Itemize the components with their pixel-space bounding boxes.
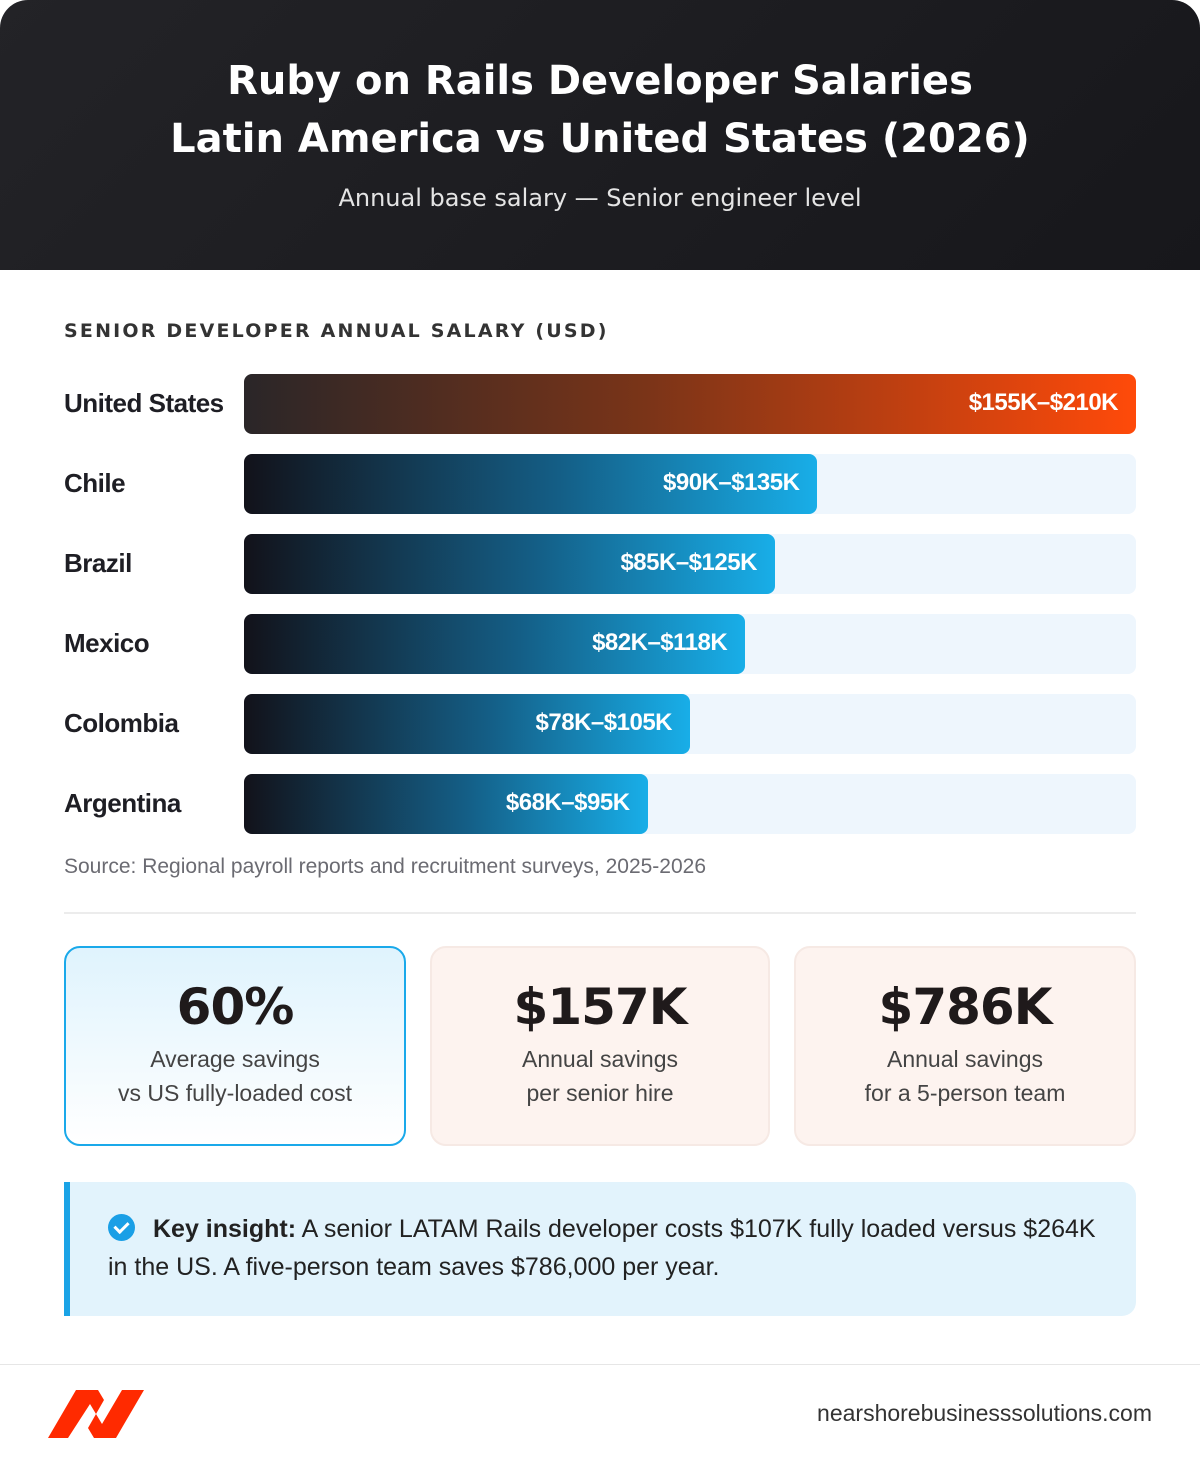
bar-track: $155K–$210K xyxy=(244,374,1136,434)
bar: $90K–$135K xyxy=(244,454,818,514)
stat-card-percent-savings: 60% Average savings vs US fully-loaded c… xyxy=(64,946,406,1146)
stat-desc: per senior hire xyxy=(526,1080,674,1106)
chart-title: SENIOR DEVELOPER ANNUAL SALARY (USD) xyxy=(64,320,609,342)
bar-row: Mexico $82K–$118K xyxy=(64,614,1136,674)
stat-value: $786K xyxy=(878,978,1053,1036)
title-line-1: Ruby on Rails Developer Salaries xyxy=(227,58,973,104)
bar-value-label: $68K–$95K xyxy=(505,789,630,816)
stat-card-team: $786K Annual savings for a 5-person team xyxy=(794,946,1136,1146)
bar-value-label: $90K–$135K xyxy=(663,469,800,496)
key-insight-box: Key insight: A senior LATAM Rails develo… xyxy=(64,1182,1136,1316)
source-note: Source: Regional payroll reports and rec… xyxy=(64,855,707,878)
bar: $82K–$118K xyxy=(244,614,746,674)
bar-track: $85K–$125K xyxy=(244,534,1136,594)
country-label: United States xyxy=(64,388,224,418)
bar-track: $90K–$135K xyxy=(244,454,1136,514)
divider xyxy=(64,912,1136,914)
stat-value: 60% xyxy=(176,978,295,1036)
country-label: Mexico xyxy=(64,628,150,658)
insight-text: A senior LATAM Rails developer costs $10… xyxy=(108,1215,1096,1281)
country-label: Chile xyxy=(64,468,126,498)
country-label: Colombia xyxy=(64,708,179,738)
bar: $85K–$125K xyxy=(244,534,775,594)
bar-value-label: $82K–$118K xyxy=(592,629,728,656)
bar-row: Brazil $85K–$125K xyxy=(64,534,1136,594)
stat-card-per-hire: $157K Annual savings per senior hire xyxy=(430,946,770,1146)
website-link[interactable]: nearshorebusinesssolutions.com xyxy=(817,1400,1152,1426)
stat-desc: Average savings xyxy=(150,1046,320,1072)
bar: $155K–$210K xyxy=(244,374,1136,434)
stat-desc: vs US fully-loaded cost xyxy=(118,1080,352,1106)
footer-divider xyxy=(0,1364,1200,1365)
stat-desc: Annual savings xyxy=(522,1046,678,1072)
bar: $78K–$105K xyxy=(244,694,690,754)
bar-row: Chile $90K–$135K xyxy=(64,454,1136,514)
subtitle: Annual base salary — Senior engineer lev… xyxy=(338,184,862,212)
stat-value: $157K xyxy=(513,978,688,1036)
bar: $68K–$95K xyxy=(244,774,648,834)
bar-track: $82K–$118K xyxy=(244,614,1136,674)
bar-value-label: $78K–$105K xyxy=(535,709,673,736)
bar-row: Argentina $68K–$95K xyxy=(64,774,1136,834)
country-label: Argentina xyxy=(64,788,181,818)
title-line-2: Latin America vs United States (2026) xyxy=(170,116,1030,162)
bar-row: Colombia $78K–$105K xyxy=(64,694,1136,754)
company-logo-icon xyxy=(48,1390,144,1438)
check-circle-icon xyxy=(108,1214,135,1241)
country-label: Brazil xyxy=(64,548,132,578)
stat-desc: Annual savings xyxy=(887,1046,1043,1072)
bar-value-label: $85K–$125K xyxy=(620,549,757,576)
header: Ruby on Rails Developer Salaries Latin A… xyxy=(0,0,1200,270)
bar-value-label: $155K–$210K xyxy=(968,389,1119,416)
bar-row: United States $155K–$210K xyxy=(64,374,1136,434)
bar-track: $78K–$105K xyxy=(244,694,1136,754)
bar-track: $68K–$95K xyxy=(244,774,1136,834)
insight-lead: Key insight: xyxy=(153,1215,297,1243)
stat-desc: for a 5-person team xyxy=(864,1080,1066,1106)
